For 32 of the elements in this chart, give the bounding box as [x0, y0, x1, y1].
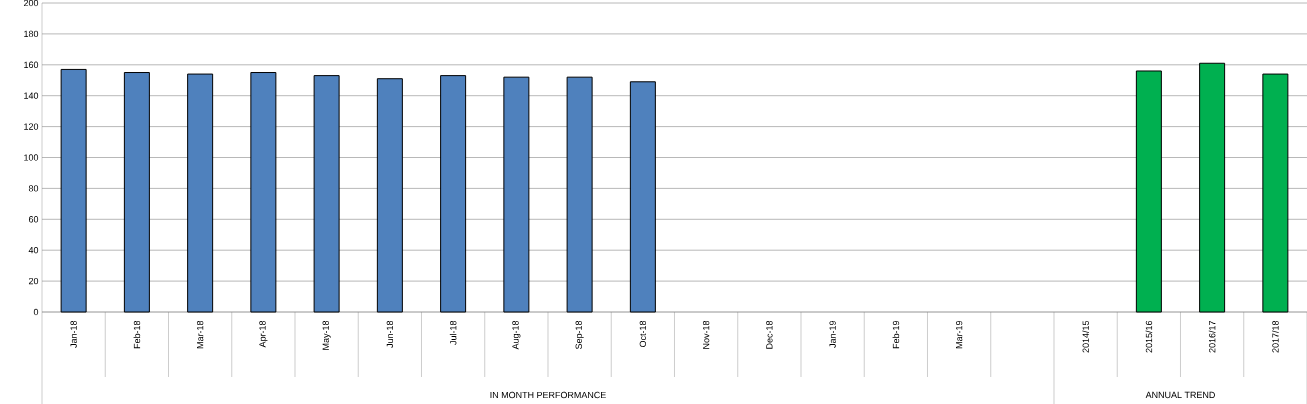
x-tick-label: Jan-18 — [70, 320, 77, 348]
x-tick-label: Sep-18 — [575, 320, 584, 350]
x-tick-label: 2014/15 — [1082, 320, 1089, 353]
x-tick-label: Aug-18 — [512, 320, 521, 350]
x-tick-label: 2017/18 — [1272, 320, 1279, 353]
x-tick-label: Jun-18 — [386, 320, 394, 348]
y-tick-label: 80 — [28, 185, 39, 192]
x-tick-label: Oct-18 — [639, 320, 647, 348]
y-tick-label: 100 — [24, 154, 39, 161]
y-tick-label: 60 — [28, 216, 39, 223]
x-tick-label: Mar-19 — [955, 320, 963, 349]
x-tick-label: Feb-18 — [133, 320, 141, 349]
x-tick-label: Nov-18 — [702, 320, 710, 349]
x-tick-label: May-18 — [322, 320, 331, 350]
y-tick-label: 120 — [24, 123, 39, 130]
x-tick-label: Jan-19 — [829, 320, 836, 348]
text: IN MONTH PERFORMANCE — [490, 391, 606, 399]
x-tick-label: Feb-19 — [892, 320, 900, 349]
x-tick-label: Mar-18 — [196, 320, 204, 349]
y-tick-label: 180 — [24, 30, 39, 38]
y-tick-label: 20 — [28, 277, 39, 285]
x-tick-label: 2015/16 — [1145, 320, 1153, 353]
text: ANNUAL TREND — [1145, 391, 1215, 399]
x-tick-label: Dec-18 — [766, 320, 773, 349]
y-tick-label: 0 — [33, 308, 39, 316]
x-tick-label: Apr-18 — [259, 320, 268, 348]
y-tick-label: 40 — [28, 247, 39, 254]
x-tick-label: 2016/17 — [1208, 320, 1216, 353]
y-tick-label: 140 — [24, 92, 39, 99]
y-tick-label: 200 — [23, 0, 39, 7]
y-tick-label: 160 — [24, 61, 39, 68]
x-tick-label: Jul-18 — [449, 320, 457, 345]
